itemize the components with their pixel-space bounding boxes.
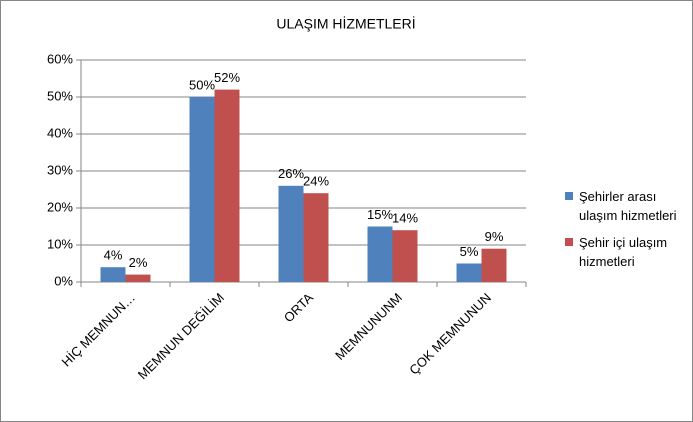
data-label: 4% — [104, 248, 123, 263]
x-tick-label: MEMNUN DEĞİLİM — [135, 290, 227, 382]
legend: Şehirler arası ulaşım hizmetleri Şehir iç… — [565, 187, 690, 279]
data-label: 52% — [214, 70, 240, 85]
bar — [481, 248, 507, 282]
data-label: 5% — [460, 244, 479, 259]
y-tick-label: 10% — [47, 236, 73, 251]
y-tick-label: 0% — [54, 273, 73, 288]
bar — [278, 185, 304, 282]
bar — [125, 274, 151, 282]
x-tick-label: HİÇ MEMNUN… — [59, 290, 139, 370]
bar — [456, 263, 482, 282]
y-tick-label: 30% — [47, 162, 73, 177]
legend-swatch — [565, 238, 573, 246]
bar — [392, 230, 418, 282]
legend-label: Şehirler arası ulaşım hizmetleri — [579, 189, 677, 223]
x-tick-label: MEMNUNUNM — [332, 290, 405, 363]
y-tick-label: 40% — [47, 125, 73, 140]
y-tick-label: 60% — [47, 51, 73, 66]
legend-swatch — [565, 192, 573, 200]
legend-entry: Şehir içi ulaşım hizmetleri — [565, 233, 690, 271]
y-tick-label: 50% — [47, 88, 73, 103]
bar — [214, 89, 240, 282]
data-label: 26% — [278, 166, 304, 181]
legend-entry: Şehirler arası ulaşım hizmetleri — [565, 187, 690, 225]
legend-label: Şehir içi ulaşım hizmetleri — [579, 235, 668, 269]
bar — [189, 97, 215, 282]
x-tick-label: ÇOK MEMNUNUN — [406, 290, 494, 378]
data-label: 15% — [367, 207, 393, 222]
chart-title: ULAŞIM HİZMETLERİ — [276, 15, 415, 32]
y-tick-label: 20% — [47, 199, 73, 214]
data-label: 14% — [392, 211, 418, 226]
data-label: 9% — [485, 229, 504, 244]
bar — [303, 193, 329, 282]
data-label: 24% — [303, 174, 329, 189]
data-label: 2% — [129, 255, 148, 270]
bar — [100, 267, 126, 282]
bar — [367, 226, 393, 282]
x-tick-label: ORTA — [281, 290, 317, 326]
data-label: 50% — [189, 77, 215, 92]
